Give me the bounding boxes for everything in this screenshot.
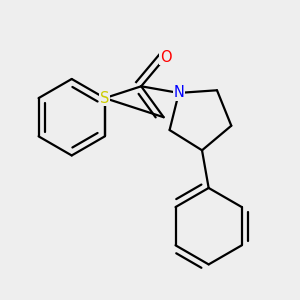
Text: S: S	[100, 91, 110, 106]
Text: O: O	[160, 50, 172, 64]
Text: N: N	[173, 85, 184, 100]
